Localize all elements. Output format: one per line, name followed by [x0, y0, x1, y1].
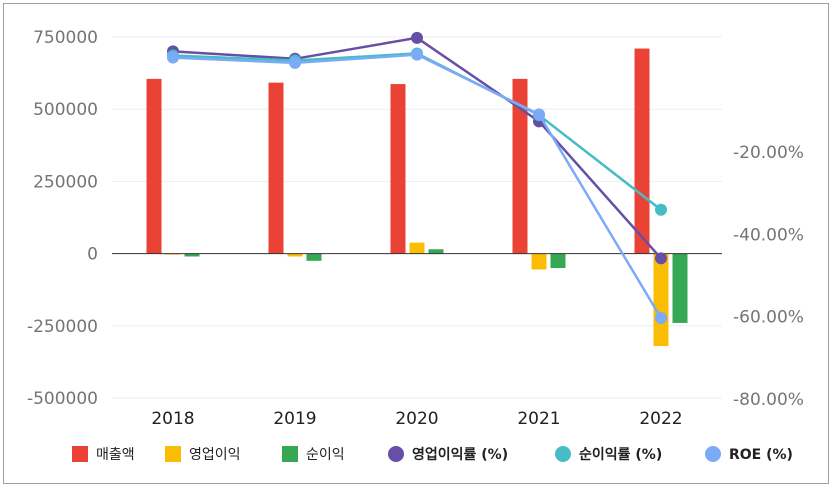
point-series-3-2019: [289, 56, 301, 69]
point-series-3-2020: [411, 48, 423, 61]
left-axis-tick-label: 250000: [33, 172, 98, 192]
left-axis-tick-label: 500000: [33, 100, 98, 120]
point-series-2-2022: [655, 203, 667, 216]
right-axis-tick-label: -80.00%: [733, 390, 804, 410]
point-series-1-2022: [655, 252, 667, 265]
legend-label: 순이익: [306, 447, 345, 463]
bar-3-2019: [306, 253, 322, 261]
bar-3-2020: [428, 249, 444, 254]
bar-2-2020: [409, 242, 425, 254]
left-axis-tick-label: 0: [87, 245, 98, 265]
x-axis-tick-label: 2020: [395, 409, 438, 429]
legend-marker: [705, 446, 721, 462]
bar-3-2018: [184, 253, 200, 257]
bar-1-2022: [634, 48, 650, 254]
bar-1-2021: [512, 78, 528, 254]
legend-label: ROE (%): [729, 447, 793, 463]
point-series-3-2022: [655, 311, 667, 324]
bar-2-2019: [287, 253, 303, 257]
legend-marker: [555, 446, 571, 462]
line-series-1: [172, 36, 662, 260]
bar-3-2021: [550, 253, 566, 269]
x-axis-tick-label: 2019: [273, 409, 316, 429]
legend-label: 영업이익: [189, 447, 241, 463]
point-series-3-2021: [533, 108, 545, 121]
legend-swatch: [282, 446, 298, 462]
left-axis-tick-label: -250000: [27, 317, 98, 337]
bar-1-2019: [268, 82, 284, 254]
left-axis-tick-label: -500000: [27, 389, 98, 409]
bar-3-2022: [672, 253, 688, 323]
right-axis-tick-label: -60.00%: [733, 308, 804, 328]
bar-2-2022: [653, 253, 669, 347]
legend-swatch: [72, 446, 88, 462]
right-axis-tick-label: -20.00%: [733, 143, 804, 163]
x-axis-tick-label: 2018: [151, 409, 194, 429]
left-axis-tick-label: 750000: [33, 28, 98, 48]
legend-swatch: [165, 446, 181, 462]
right-axis-tick-label: -40.00%: [733, 225, 804, 245]
bar-1-2018: [146, 78, 162, 254]
x-axis-tick-label: 2022: [639, 409, 682, 429]
point-series-3-2018: [167, 51, 179, 64]
line-series-2: [172, 52, 662, 211]
legend-label: 순이익률 (%): [579, 446, 662, 463]
bar-1-2020: [390, 84, 406, 254]
legend-label: 영업이익률 (%): [412, 446, 508, 463]
bar-2-2021: [531, 253, 547, 270]
x-axis-tick-label: 2021: [517, 409, 560, 429]
point-series-1-2020: [411, 31, 423, 44]
line-series-3: [172, 53, 663, 319]
legend-label: 매출액: [96, 447, 135, 463]
legend-marker: [388, 446, 404, 462]
